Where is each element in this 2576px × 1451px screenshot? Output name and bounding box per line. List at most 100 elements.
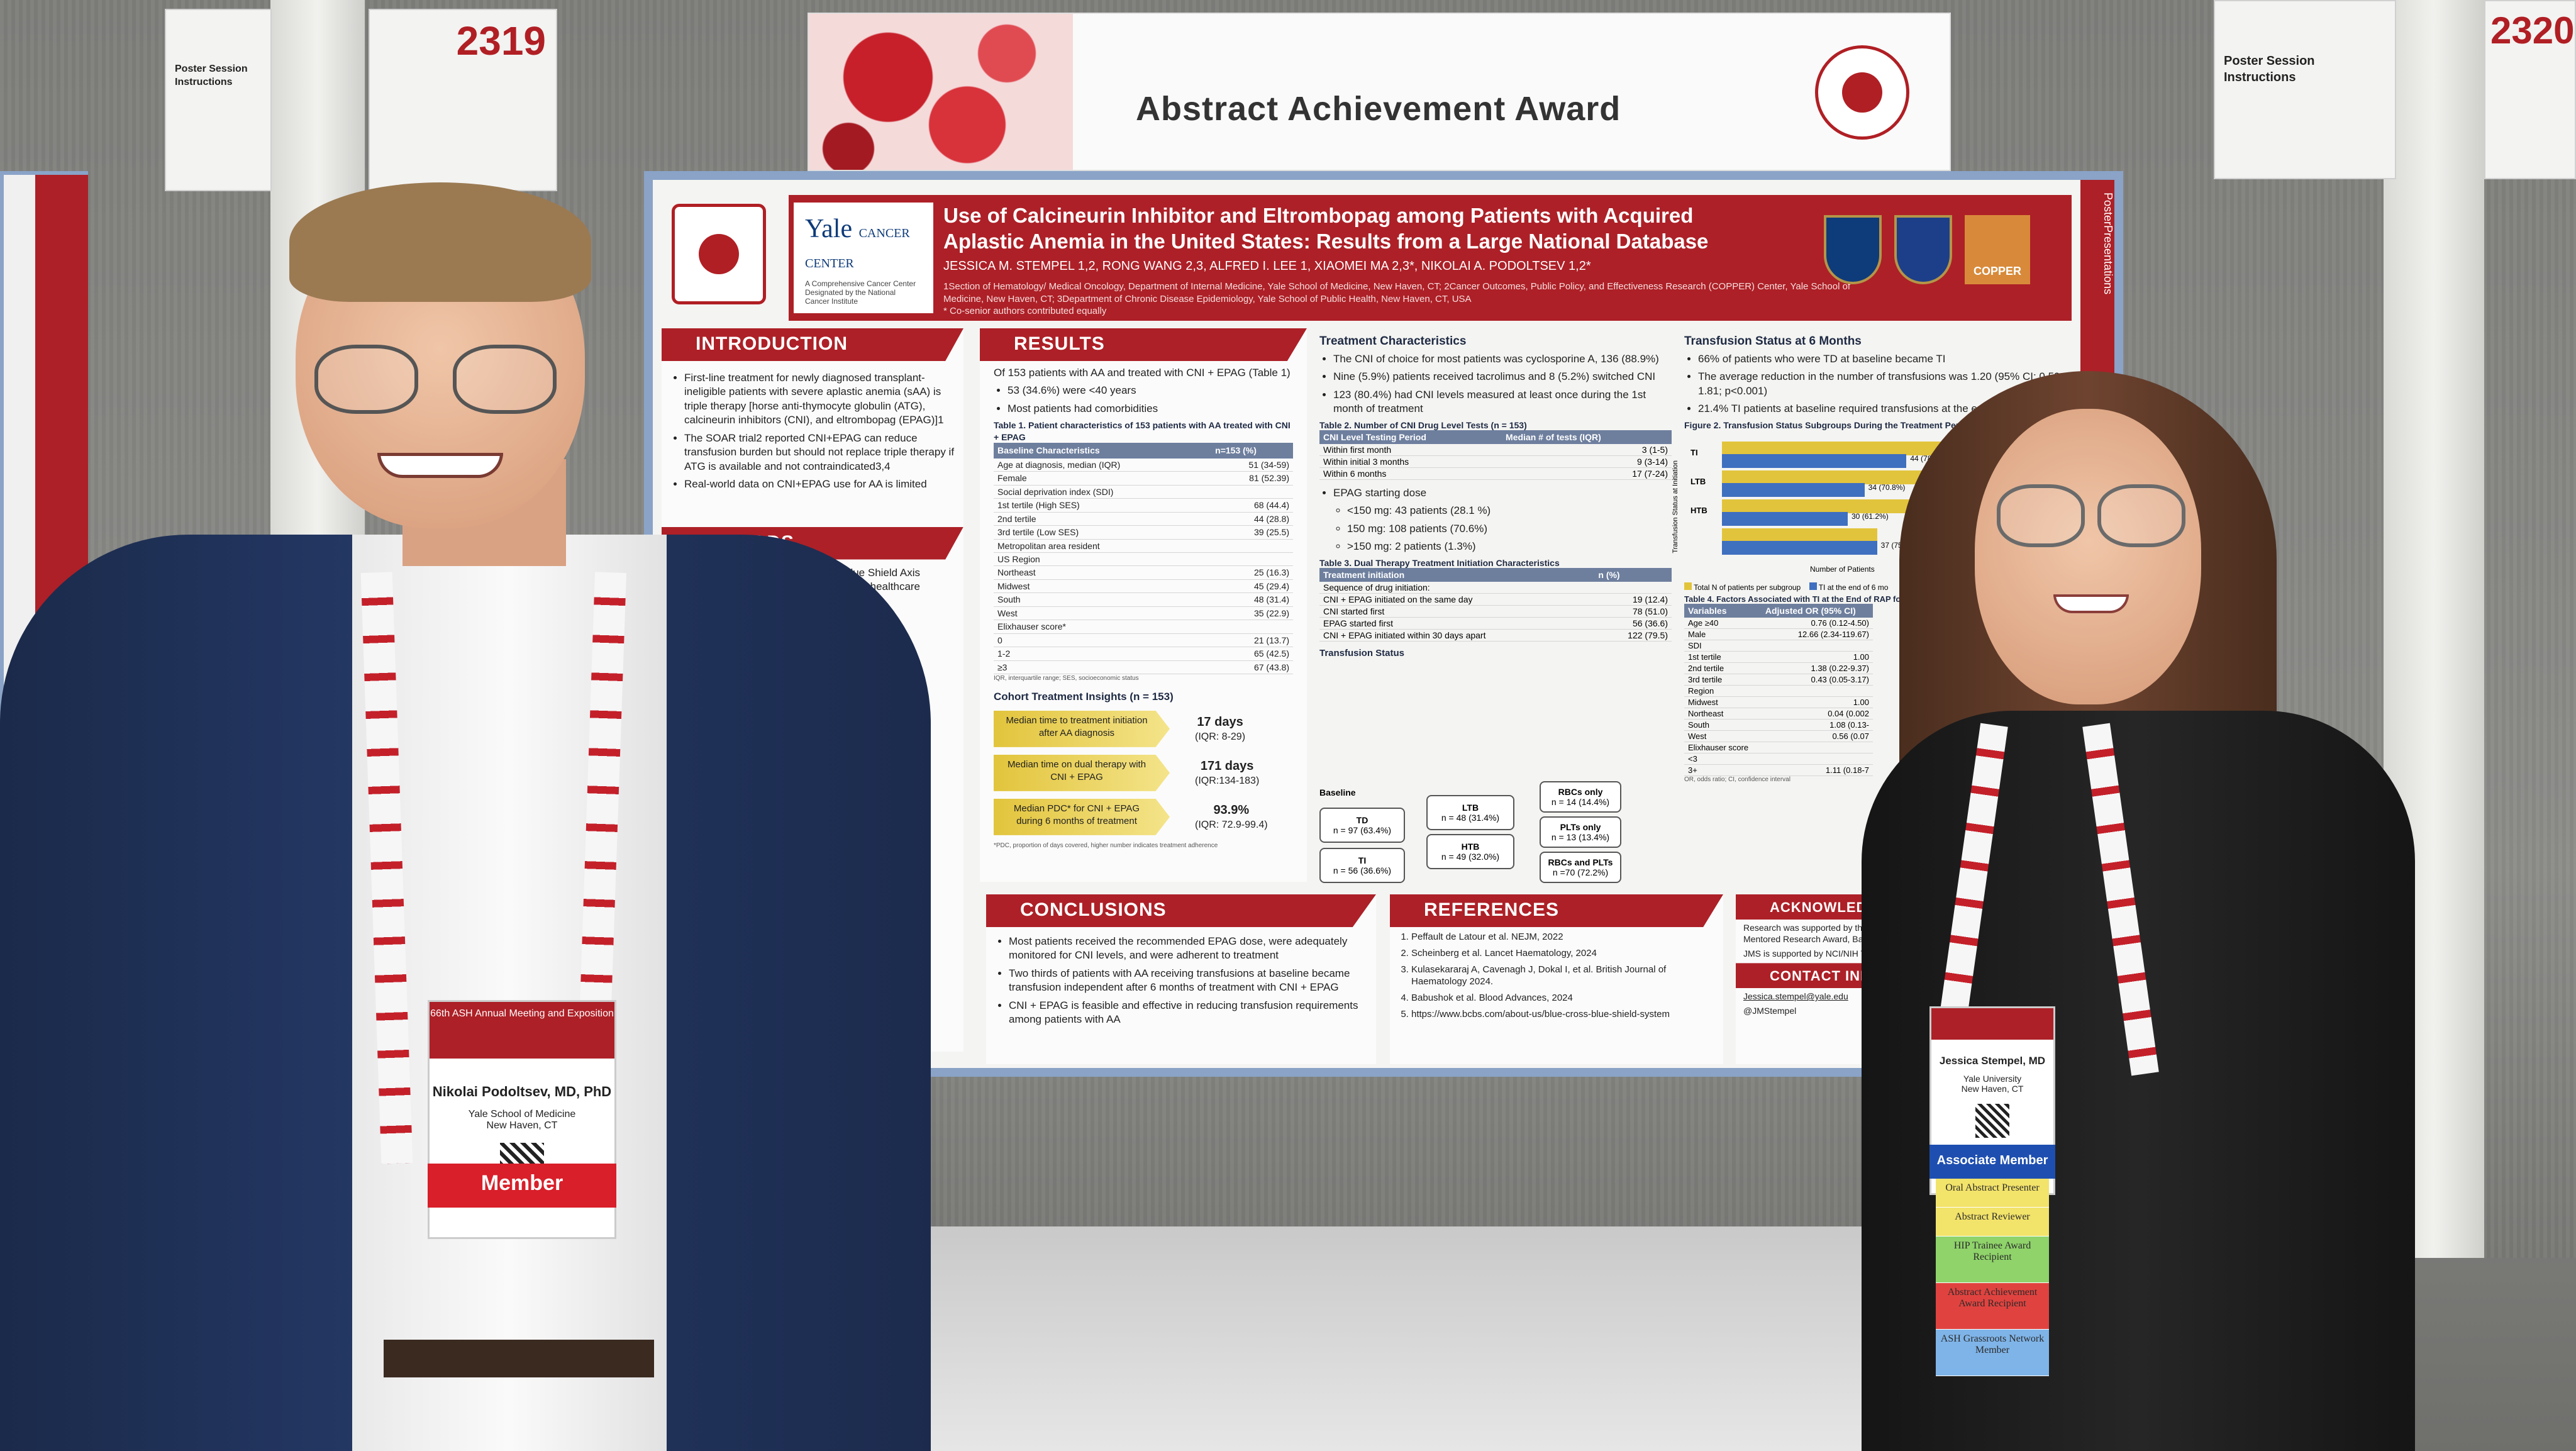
table-cell: 2nd tertile — [1684, 662, 1762, 674]
legend-entry: Total N of patients per subgroup — [1694, 582, 1801, 592]
yale-cancer-center-logo: Yale CANCER CENTER A Comprehensive Cance… — [794, 203, 933, 313]
table-cell: US Region — [994, 552, 1212, 567]
table-header: CNI Level Testing Period — [1319, 430, 1502, 444]
acknowledgement-text-2: JMS is supported by NCI/NIH T32 CA — [1743, 948, 1890, 959]
table-row: CNI + EPAG initiated on the same day 19 (… — [1319, 593, 1672, 606]
table-cell — [1211, 539, 1293, 553]
table-row: 3+ 1.11 (0.18-7 — [1684, 764, 1873, 776]
treatment-bullet: The CNI of choice for most patients was … — [1333, 352, 1672, 366]
glasses-icon — [314, 345, 418, 414]
bar-total — [1722, 499, 1928, 513]
table-cell: Northeast — [994, 565, 1212, 580]
glasses-icon — [453, 345, 557, 414]
person-left: 66th ASH Annual Meeting and Exposition N… — [0, 182, 943, 1451]
poster-header: Yale CANCER CENTER A Comprehensive Cance… — [653, 180, 2114, 557]
cohort-title: Cohort Treatment Insights (n = 153) — [994, 691, 1174, 703]
yale-medicine-shield-icon — [1824, 215, 1882, 284]
table-row: Region — [1684, 685, 1873, 697]
flow-baseline-label: Baseline — [1319, 787, 1356, 798]
conclusion-bullet: Most patients received the recommended E… — [1009, 935, 1367, 963]
intro-bullet: First-line treatment for newly diagnosed… — [684, 371, 955, 428]
table-cell: 67 (43.8) — [1211, 660, 1293, 675]
table-row: Metropolitan area resident — [994, 539, 1293, 553]
table-cell: South — [994, 592, 1212, 607]
treatment-bullet: Nine (5.9%) patients received tacrolimus… — [1333, 370, 1672, 384]
table-row: Midwest 1.00 — [1684, 696, 1873, 708]
table1-footnote: IQR, interquartile range; SES, socioecon… — [994, 675, 1139, 682]
epag-dose: >150 mg: 2 patients (1.3%) — [1347, 540, 1672, 553]
table-factors-ti: Variables Adjusted OR (95% CI) Age ≥40 0.7… — [1684, 603, 1873, 776]
copper-logo: COPPER — [1965, 215, 2030, 284]
table-row: Within 6 months 17 (7-24) — [1319, 467, 1672, 480]
table-row: West 0.56 (0.07 — [1684, 730, 1873, 742]
table-cell: 39 (25.5) — [1211, 525, 1293, 540]
table-cell: Elixhauser score — [1684, 742, 1762, 753]
badge-city: New Haven, CT — [1961, 1084, 2024, 1094]
table-cell: 78 (51.0) — [1594, 605, 1672, 618]
glasses-icon — [2097, 484, 2185, 547]
transfusion6-bullet: 66% of patients who were TD at baseline … — [1698, 352, 2074, 366]
epag-dose: 150 mg: 108 patients (70.6%) — [1347, 522, 1672, 536]
table-cell: 3rd tertile — [1684, 674, 1762, 686]
table-cell: SDI — [1684, 640, 1762, 652]
flow-box-rbc: RBCs only n = 14 (14.4%) — [1540, 781, 1621, 813]
section-conclusions: CONCLUSIONS Most patients received the r… — [986, 894, 1376, 1064]
table-header: Baseline Characteristics — [994, 443, 1212, 459]
table-row: Sequence of drug initiation: — [1319, 581, 1672, 594]
bar-value-label: 34 (70.8%) — [1868, 482, 1906, 492]
table-cell: 1st tertile (High SES) — [994, 498, 1212, 513]
table-cell: 0 — [994, 633, 1212, 648]
ash-logo — [672, 204, 766, 304]
badge-header — [1931, 1008, 2053, 1040]
insight-label: Median time on dual therapy with CNI + E… — [994, 754, 1170, 791]
table-row: Elixhauser score — [1684, 742, 1873, 753]
table-row: Within first month 3 (1-5) — [1319, 443, 1672, 456]
table-row: SDI — [1684, 640, 1873, 652]
insight-label: Median PDC* for CNI + EPAG during 6 mont… — [994, 798, 1170, 835]
table-header: Variables — [1684, 603, 1762, 618]
table-cell: 81 (52.39) — [1211, 471, 1293, 486]
flow-box-ltb: LTB n = 48 (31.4%) — [1426, 795, 1514, 830]
insights-footnote: *PDC, proportion of days covered, higher… — [994, 842, 1218, 849]
flow-box-td: TD n = 97 (63.4%) — [1319, 808, 1405, 843]
table-row: Elixhauser score* — [994, 620, 1293, 634]
table-cell: 1.08 (0.13- — [1761, 719, 1873, 731]
table3-title: Table 3. Dual Therapy Treatment Initiati… — [1319, 557, 1560, 568]
bar-ti — [1722, 453, 1907, 468]
table-row: Northeast 0.04 (0.002 — [1684, 708, 1873, 720]
table-cell: 3+ — [1684, 764, 1762, 776]
flow-title: Transfusion Status — [1319, 647, 1405, 659]
table-row: US Region — [994, 552, 1293, 567]
table-cell: Age at diagnosis, median (IQR) — [994, 458, 1212, 472]
bar-total — [1722, 528, 1877, 542]
table-cell: Social deprivation index (SDI) — [994, 485, 1212, 499]
section-header-conclusions: CONCLUSIONS — [986, 894, 1376, 927]
table-row: West 35 (22.9) — [994, 606, 1293, 621]
transfusion-flow-diagram: Baseline TD n = 97 (63.4%) TI n = 56 (36.6… — [1319, 781, 1672, 883]
table-cell: Within initial 3 months — [1319, 455, 1502, 468]
poster-authors: JESSICA M. STEMPEL 1,2, RONG WANG 2,3, A… — [943, 259, 1591, 273]
table-cell: Midwest — [1684, 696, 1762, 708]
results-intro: Of 153 patients with AA and treated with… — [994, 367, 1291, 379]
table-cell: Age ≥40 — [1684, 617, 1762, 629]
transfusion6-header: Transfusion Status at 6 Months — [1684, 335, 1862, 348]
badge-name: Nikolai Podoltsev, MD, PhD — [432, 1084, 612, 1099]
table-cell — [1594, 581, 1672, 594]
yale-sub: CANCER CENTER — [805, 226, 910, 270]
table-row: 2nd tertile 44 (28.8) — [994, 512, 1293, 526]
insight-number: 17 days — [1197, 715, 1243, 730]
table-cell: 1-2 — [994, 647, 1212, 661]
bar-total — [1722, 441, 1957, 455]
badge-ribbon: ASH Grassroots Network Member — [1936, 1330, 2049, 1376]
table-cell: 1.38 (0.22-9.37) — [1761, 662, 1873, 674]
table-cell: 19 (12.4) — [1594, 593, 1672, 606]
treatment-bullet: 123 (80.4%) had CNI levels measured at l… — [1333, 388, 1672, 416]
blood-drop-icon — [1842, 72, 1882, 113]
smile — [2053, 594, 2129, 613]
insight-label: Median time to treatment initiation afte… — [994, 710, 1170, 747]
table-cell: 51 (34-59) — [1211, 458, 1293, 472]
table-cell: ≥3 — [994, 660, 1212, 675]
board-number: 2319 — [456, 18, 546, 64]
smile — [377, 453, 503, 478]
